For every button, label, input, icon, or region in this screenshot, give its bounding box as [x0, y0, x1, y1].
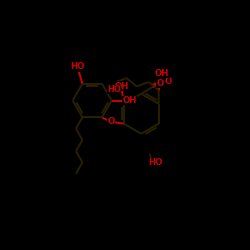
Text: O: O — [156, 79, 164, 88]
Text: HO: HO — [148, 158, 162, 167]
Text: OH: OH — [122, 96, 137, 105]
Text: HO: HO — [70, 62, 84, 71]
Text: OH: OH — [114, 82, 128, 91]
Text: O: O — [164, 77, 172, 86]
Text: HO: HO — [107, 85, 121, 94]
Text: OH: OH — [155, 69, 170, 78]
Text: O: O — [107, 117, 114, 126]
